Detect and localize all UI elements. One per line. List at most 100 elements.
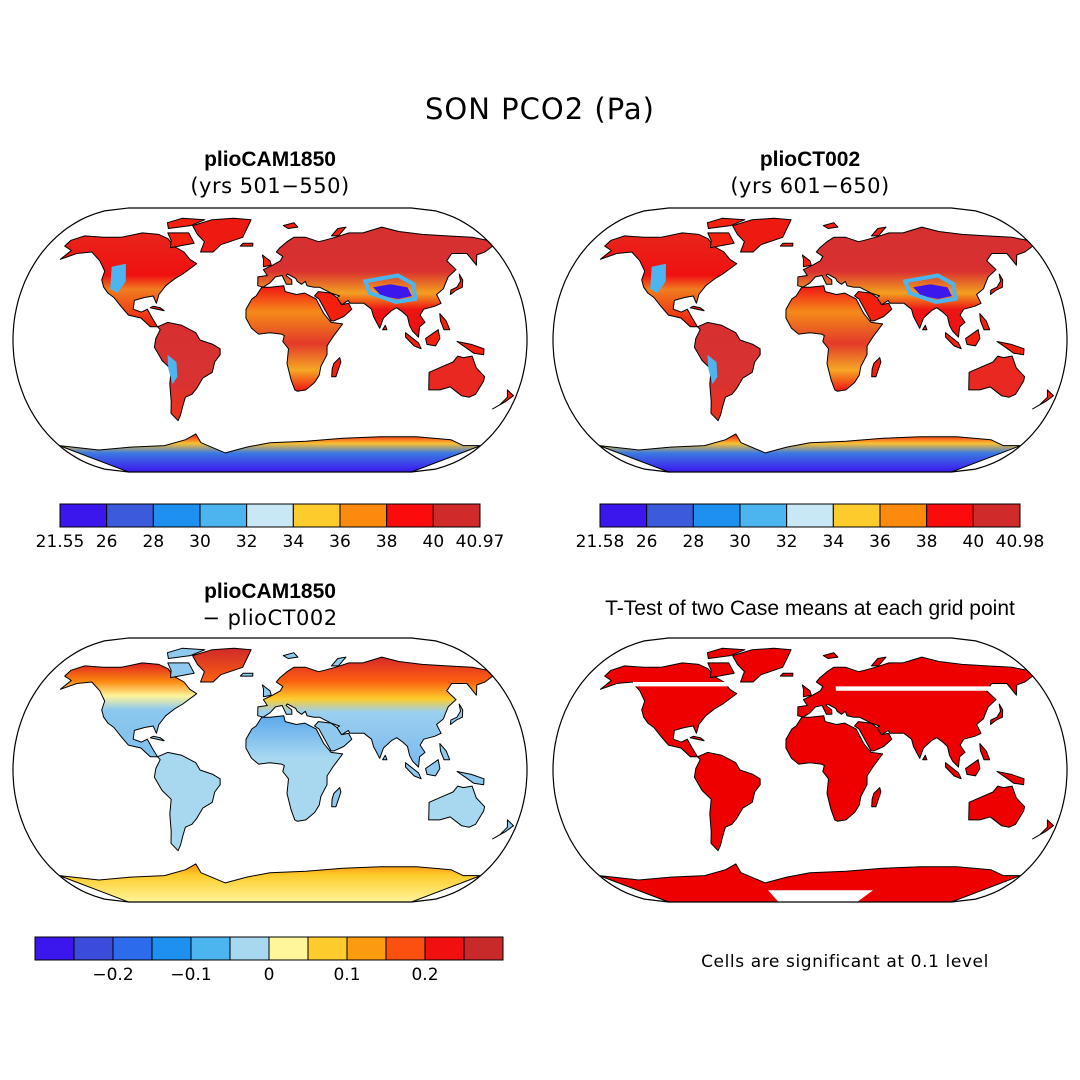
land-cuba <box>689 735 705 742</box>
land-srilanka <box>382 324 388 331</box>
colorbar-swatch <box>424 936 465 961</box>
colorbar-swatch <box>646 503 694 528</box>
colorbar-swatch <box>832 503 881 528</box>
land-srilanka <box>382 754 388 761</box>
colorbar-tick-label: 40 <box>423 532 445 552</box>
land-nz <box>492 389 514 410</box>
colorbar-swatch <box>463 936 504 961</box>
land-africa <box>245 715 344 822</box>
land-nz <box>1032 389 1054 410</box>
colorbar-tick-label: 26 <box>96 532 118 552</box>
land-japan <box>990 273 1004 295</box>
colorbar-swatch <box>339 503 388 528</box>
land-antarctica <box>598 433 1022 472</box>
colorbar-tick-label: 40.97 <box>456 532 505 552</box>
colorbar-tick-label: 34 <box>283 532 305 552</box>
land-nz <box>1032 819 1054 840</box>
land-ellesmere <box>706 647 746 659</box>
land-sumatra <box>405 332 422 350</box>
land-australia <box>428 785 486 828</box>
land-britain <box>801 254 812 268</box>
land-eurasia <box>797 656 1034 768</box>
colorbar-swatch <box>190 936 231 961</box>
panel2-subtitle: (yrs 601−650) <box>730 174 890 198</box>
colorbar-swatch <box>199 503 248 528</box>
colorbar-swatch <box>432 503 481 528</box>
andes-low-region <box>707 354 718 384</box>
colorbar-swatch <box>692 503 741 528</box>
land-philippines <box>439 313 451 331</box>
colorbar-swatch <box>292 503 341 528</box>
land-newGuinea <box>996 771 1025 786</box>
colorbar-tick-label: 26 <box>636 532 658 552</box>
nonsig-band-na <box>630 682 735 687</box>
land-svalbard <box>282 222 299 229</box>
colorbar-swatch <box>739 503 788 528</box>
land-baffin <box>167 662 195 679</box>
colorbar-swatch <box>112 936 153 961</box>
land-philippines <box>979 743 991 761</box>
map-panel-plioCT002 <box>552 207 1068 473</box>
land-southAmerica <box>153 751 221 852</box>
land-madagascar <box>871 357 882 378</box>
land-novaya <box>870 226 887 237</box>
colorbar-swatch <box>59 503 108 528</box>
land-iceland <box>779 672 794 677</box>
andes-low-region <box>167 354 178 384</box>
colorbar-swatch <box>346 936 387 961</box>
land-africa <box>245 285 344 392</box>
colorbar-tick-label: 21.58 <box>576 532 625 552</box>
figure-title: SON PCO2 (Pa) <box>425 92 655 126</box>
land-madagascar <box>331 357 342 378</box>
land-arabia <box>854 291 893 322</box>
land-africa <box>785 285 884 392</box>
nonsig-antarctic <box>768 890 873 902</box>
land-arabia <box>854 721 893 752</box>
colorbar-tick-label: 34 <box>823 532 845 552</box>
land-australia <box>428 355 486 398</box>
colorbar-swatch <box>229 936 270 961</box>
colorbar-tick-label: 36 <box>329 532 351 552</box>
land-cuba <box>149 305 165 312</box>
colorbar-swatch <box>385 936 426 961</box>
map-frame <box>552 207 1068 473</box>
significance-note: Cells are significant at 0.1 level <box>701 952 989 972</box>
land-madagascar <box>331 787 342 808</box>
map-panel-plioCAM1850 <box>12 207 528 473</box>
land-southAmerica <box>693 751 761 852</box>
colorbar-swatch <box>73 936 114 961</box>
land-eurasia <box>257 656 494 768</box>
land-borneo <box>965 329 981 347</box>
land-britain <box>261 684 272 698</box>
panel1-subtitle: (yrs 501−550) <box>190 174 350 198</box>
colorbar-plioCT002: 21.58 26 28 30 32 34 36 38 40 40.98 <box>576 503 1044 552</box>
land-antarctica <box>58 863 482 902</box>
colorbar-swatch <box>151 936 192 961</box>
land-greenland <box>192 647 252 683</box>
land-iceland <box>239 672 254 677</box>
land-africa <box>785 715 884 822</box>
colorbar-difference: −0.2 −0.1 0 0.1 0.2 <box>34 936 504 985</box>
land-borneo <box>965 759 981 777</box>
map-frame <box>12 207 528 473</box>
colorbar-tick-label: 21.55 <box>36 532 85 552</box>
land-baffin <box>707 662 735 679</box>
land-novaya <box>330 226 347 237</box>
land-philippines <box>439 743 451 761</box>
colorbar-tick-label: 0.2 <box>411 965 438 985</box>
land-antarctica <box>58 433 482 472</box>
land-greenland <box>732 217 792 253</box>
panel3-title: plioCAM1850 <box>204 580 336 603</box>
tibet-low-region <box>373 284 412 299</box>
colorbar-tick-label: −0.2 <box>92 965 133 985</box>
colorbar-plioCAM1850: 21.55 26 28 30 32 34 36 38 40 40.97 <box>36 503 505 552</box>
land-madagascar <box>871 787 882 808</box>
land-greenland <box>192 217 252 253</box>
colorbar-tick-label: 40 <box>963 532 985 552</box>
colorbar-swatch <box>386 503 434 528</box>
colorbar-swatch <box>268 936 309 961</box>
land-australia <box>968 355 1026 398</box>
colorbar-tick-label: 0.1 <box>333 965 360 985</box>
colorbar-tick-label: 30 <box>729 532 751 552</box>
colorbar-tick-label: 0 <box>264 965 275 985</box>
